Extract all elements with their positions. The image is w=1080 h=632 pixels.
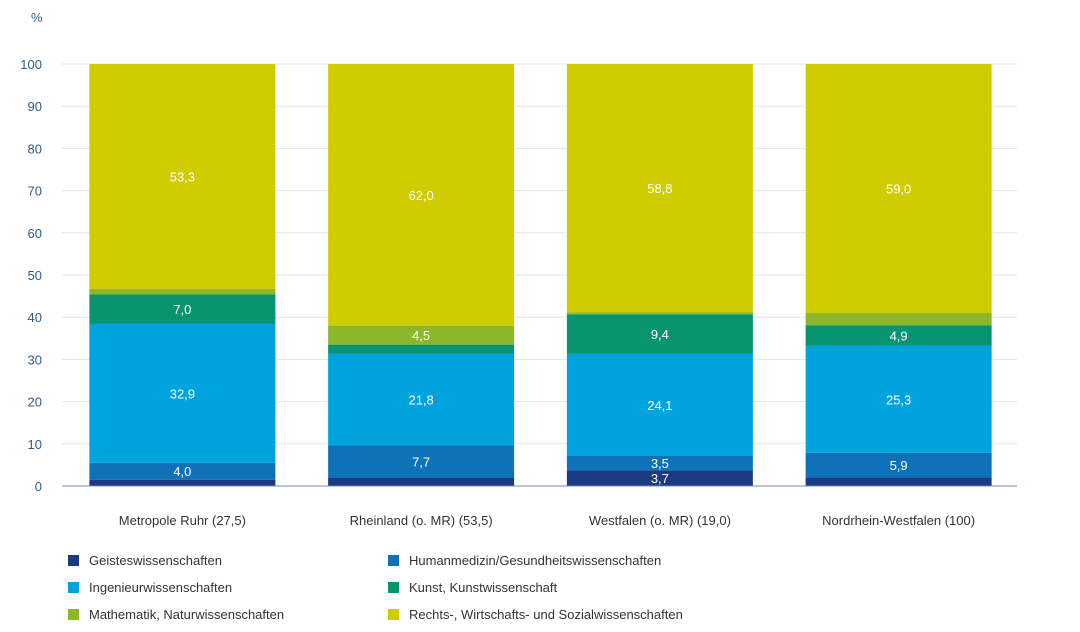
bar-segment	[805, 312, 992, 326]
value-label: 53,3	[170, 169, 195, 184]
y-tick-label: 70	[28, 184, 42, 199]
value-label: 59,0	[886, 181, 911, 196]
legend-item: Geisteswissenschaften	[68, 550, 388, 570]
bar-segment	[805, 345, 992, 453]
bar-segment	[566, 470, 753, 486]
bar-segment	[89, 462, 276, 480]
y-tick-label: 50	[28, 268, 42, 283]
legend-swatch	[388, 581, 399, 593]
value-label: 4,5	[412, 328, 430, 343]
x-category-label: Rheinland (o. MR) (53,5)	[350, 513, 493, 528]
bar-segment	[89, 288, 276, 295]
value-label: 32,9	[170, 386, 195, 401]
value-label: 4,9	[890, 329, 908, 344]
value-label: 4,0	[173, 464, 191, 479]
legend-label: Rechts-, Wirtschafts- und Sozialwissensc…	[409, 606, 683, 622]
y-tick-label: 100	[20, 57, 42, 72]
legend-item: Kunst, Kunstwissenschaft	[388, 577, 788, 597]
bar-segment	[805, 325, 992, 346]
bar-segment	[328, 344, 515, 354]
bar-segment	[89, 294, 276, 324]
legend-label: Ingenieurwissenschaften	[89, 579, 233, 595]
value-label: 62,0	[408, 188, 433, 203]
legend-item: Ingenieurwissenschaften	[68, 577, 388, 597]
bar-segment	[566, 353, 753, 456]
value-label: 9,4	[651, 327, 669, 342]
value-labels: 4,0 32,9 7,0 53,3 7,7 21,8 4,5 62,0 3,73,5 24,1 9,…	[170, 169, 912, 486]
y-tick-label: 10	[28, 437, 42, 452]
value-label: 25,3	[886, 392, 911, 407]
x-category-label: Westfalen (o. MR) (19,0)	[589, 513, 731, 528]
legend-label: Geisteswissenschaften	[89, 552, 222, 568]
y-tick-label: 80	[28, 141, 42, 156]
bar-segment	[89, 479, 276, 486]
y-tick-label: 90	[28, 99, 42, 114]
bar-segment	[328, 353, 515, 446]
bar-segment	[328, 445, 515, 478]
value-label: 21,8	[408, 392, 433, 407]
legend-item: Humanmedizin/Gesundheitswissenschaften	[388, 550, 788, 570]
legend-swatch	[388, 554, 399, 566]
x-category-label: Nordrhein-Westfalen (100)	[822, 513, 975, 528]
value-label: 7,7	[412, 455, 430, 470]
value-label: 7,0	[173, 302, 191, 317]
legend-swatch	[68, 608, 79, 620]
bar-segment	[89, 323, 276, 463]
bar-segment	[805, 64, 992, 313]
y-tick-label: 20	[28, 395, 42, 410]
value-label: 24,1	[647, 398, 672, 413]
bar-segment	[328, 325, 515, 345]
value-label: 3,7	[651, 471, 669, 486]
bar-segment	[328, 64, 515, 326]
value-label: 3,5	[651, 456, 669, 471]
legend: Geisteswissenschaften Humanmedizin/Gesund…	[68, 550, 788, 624]
legend-label: Mathematik, Naturwissenschaften	[89, 606, 285, 622]
y-tick-label: 40	[28, 310, 42, 325]
x-category-label: Metropole Ruhr (27,5)	[119, 513, 246, 528]
y-tick-label: 0	[35, 479, 42, 494]
legend-label: Humanmedizin/Gesundheitswissenschaften	[409, 552, 662, 568]
value-label: 58,8	[647, 181, 672, 196]
bar-segment	[89, 64, 276, 289]
bar-segment	[566, 64, 753, 313]
legend-swatch	[68, 581, 79, 593]
bar-segment	[566, 314, 753, 354]
value-label: 5,9	[890, 458, 908, 473]
legend-swatch	[388, 608, 399, 620]
legend-item: Mathematik, Naturwissenschaften	[68, 604, 388, 624]
legend-item: Rechts-, Wirtschafts- und Sozialwissensc…	[388, 604, 788, 624]
x-axis-categories: Metropole Ruhr (27,5) Rheinland (o. MR) (…	[119, 513, 975, 528]
legend-swatch	[68, 554, 79, 566]
bar-segment	[805, 452, 992, 478]
y-axis-ticks: 0 10 20 30 40 50 60 70 80 90 100	[20, 57, 42, 494]
y-tick-label: 60	[28, 226, 42, 241]
y-axis-unit-label: %	[31, 10, 43, 25]
bar-segment	[566, 455, 753, 471]
bar-segment	[566, 312, 753, 315]
y-tick-label: 30	[28, 352, 42, 367]
legend-label: Kunst, Kunstwissenschaft	[409, 579, 558, 595]
bars	[89, 64, 992, 486]
bar-segment	[805, 477, 992, 486]
bar-segment	[328, 477, 515, 486]
